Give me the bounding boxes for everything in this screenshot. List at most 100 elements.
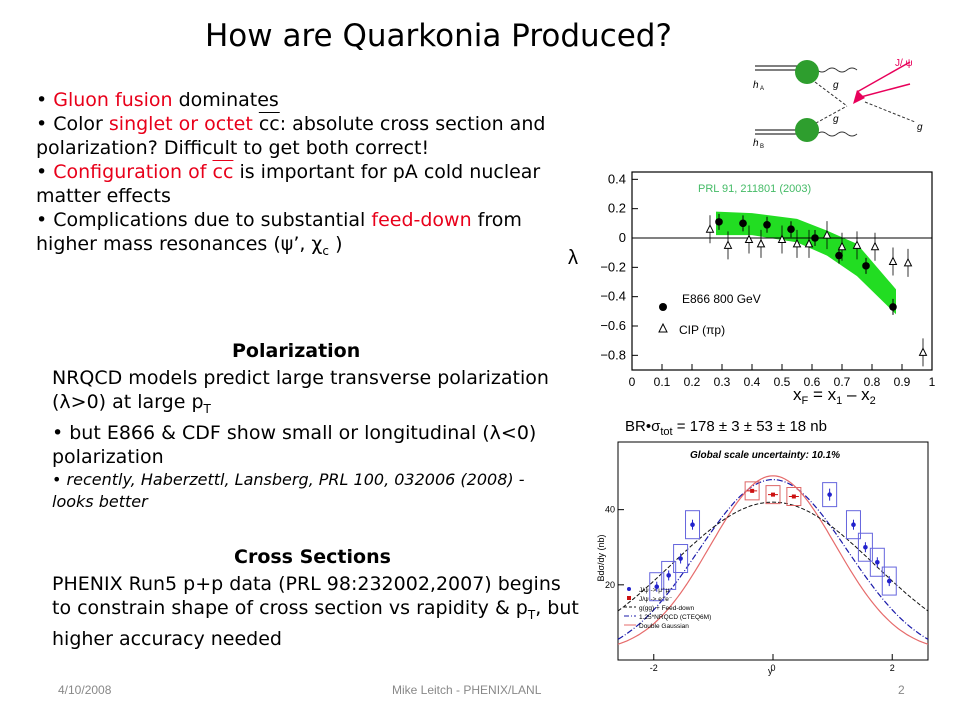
cip-point — [852, 240, 862, 249]
e866-point — [889, 303, 897, 311]
y-tick-label: −0.4 — [600, 289, 626, 304]
x-tick-label: 0.1 — [654, 375, 671, 389]
legend-cip-marker — [658, 322, 668, 333]
e866-point — [739, 219, 747, 228]
polarization-recent: • recently, Haberzettl, Lansberg, PRL 10… — [52, 469, 525, 511]
bullet-list: • Gluon fusion dominates • Color singlet… — [36, 88, 556, 263]
cip-point — [918, 347, 928, 356]
reference-label: PRL 91, 211801 (2003) — [698, 183, 811, 195]
cross-section-chart: Global scale uncertainty: 10.1% -2 0 2 20 40… — [596, 441, 929, 676]
x-axis-label: xF = x1 – x2 — [793, 385, 876, 407]
bottom-x-tick: 2 — [890, 663, 895, 673]
bottom-y-tick: 20 — [605, 580, 615, 590]
muon-point — [851, 522, 856, 527]
footer-page: 2 — [898, 683, 905, 697]
x-tick-label: 0.5 — [774, 375, 791, 389]
svg-text:g: g — [833, 114, 839, 125]
muon-point — [863, 544, 868, 550]
svg-text:g: g — [833, 80, 839, 91]
hadron-a-blob — [795, 60, 819, 84]
cip-point — [903, 257, 913, 267]
e866-point — [811, 234, 819, 242]
bottom-legend-label: g(gg) + Feed-down — [639, 605, 694, 612]
polarization-e866: • but E866 & CDF show small or longitudi… — [52, 421, 537, 468]
muon-point — [886, 578, 892, 584]
bottom-legend-label: J/ψ -> μ⁺μ⁻ — [639, 587, 673, 594]
muon-point — [690, 522, 695, 527]
hadron-b-blob — [795, 118, 819, 142]
y-tick-label: 0 — [619, 230, 626, 245]
x-tick-label: 0.2 — [684, 375, 701, 389]
cross-section-heading: Cross Sections — [234, 546, 391, 568]
muon-point — [678, 556, 683, 561]
muon-point — [875, 559, 880, 565]
legend-cip-label: CIP (πp) — [679, 323, 725, 337]
muon-point — [654, 584, 660, 590]
bottom-legend-label: 1.25*NRQCD (CTEQ6M) — [639, 614, 711, 621]
y-tick-label: 0.4 — [608, 171, 626, 186]
legend-e866-marker — [659, 303, 667, 311]
e866-point — [835, 251, 843, 260]
cip-point — [792, 238, 802, 248]
bullet-configuration: • Configuration of cc is important for p… — [36, 161, 541, 207]
cip-point — [705, 224, 715, 233]
bottom-x-label: y — [768, 666, 773, 676]
x-tick-label: 0.7 — [834, 375, 851, 389]
cip-point — [870, 241, 880, 251]
cip-point — [744, 234, 754, 243]
theory-band — [716, 211, 896, 315]
bottom-legend-label: Double Gaussian — [639, 623, 689, 630]
polarization-chart: 0 0.1 0.2 0.3 0.4 0.5 0.6 0.7 0.8 0.9 1 0.4 0.2 0 −0.2… — [568, 171, 936, 407]
y-tick-label: −0.6 — [600, 318, 626, 333]
cip-point — [777, 234, 787, 243]
polarization-section: NRQCD models predict large transverse po… — [52, 366, 552, 513]
svg-text:B: B — [760, 144, 764, 150]
cross-section-header: BR•σtot = 178 ± 3 ± 53 ± 18 nb — [625, 418, 827, 438]
cip-point — [804, 238, 814, 248]
footer-author: Mike Leitch - PHENIX/LANL — [392, 683, 542, 697]
double-gaussian-curve — [617, 475, 929, 645]
x-tick-label: 0 — [629, 375, 636, 389]
x-tick-label: 0.4 — [744, 375, 761, 389]
hb-label: h — [753, 138, 759, 149]
bottom-x-tick: 0 — [770, 663, 775, 673]
y-axis-label: λ — [568, 247, 578, 269]
y-tick-label: −0.2 — [600, 259, 626, 274]
cip-point — [723, 240, 733, 249]
jpsi-label: J/ ψ — [895, 58, 913, 69]
bullet-feed-down: • Complications due to substantial feed-… — [36, 209, 522, 258]
slide-title: How are Quarkonia Produced? — [205, 18, 672, 54]
y-tick-label: 0.2 — [608, 201, 626, 216]
e866-point — [862, 262, 870, 270]
cip-point — [822, 229, 832, 239]
bullet-gluon-fusion: • Gluon fusion dominates — [36, 89, 279, 111]
cip-point — [837, 241, 847, 251]
x-tick-label: 0.3 — [714, 375, 731, 389]
y-tick-label: −0.8 — [600, 347, 626, 362]
svg-text:A: A — [760, 86, 764, 92]
feed-down-curve — [617, 501, 929, 612]
svg-text:g: g — [917, 122, 923, 133]
bullet-color-octet: • Color singlet or octet cc: absolute cr… — [36, 113, 546, 159]
x-tick-label: 0.6 — [804, 375, 821, 389]
e866-point — [787, 225, 795, 233]
polarization-heading: Polarization — [232, 340, 361, 362]
cross-section-text: PHENIX Run5 p+p data (PRL 98:232002,2007… — [52, 573, 579, 650]
electron-point — [791, 494, 796, 499]
cip-point — [888, 256, 898, 265]
bottom-y-label: Bdσ/dy (nb) — [596, 534, 606, 581]
bottom-legend-label: J/ψ -> e⁺e⁻ — [639, 596, 673, 603]
e866-point — [763, 221, 771, 229]
x-tick-label: 1 — [929, 375, 936, 389]
nrqcd-curve — [617, 478, 929, 640]
bottom-x-tick: -2 — [650, 663, 658, 673]
polarization-nrqcd: NRQCD models predict large transverse po… — [52, 367, 549, 416]
x-tick-label: 0.8 — [864, 375, 881, 389]
electron-point — [771, 492, 775, 497]
chart-frame — [631, 171, 933, 371]
x-tick-label: 0.9 — [894, 375, 911, 389]
forward-point — [827, 492, 832, 497]
e866-point — [715, 218, 723, 226]
gluon-fusion-diagram: h A h B g g g J/ ψ — [753, 58, 923, 150]
muon-point — [666, 573, 671, 578]
